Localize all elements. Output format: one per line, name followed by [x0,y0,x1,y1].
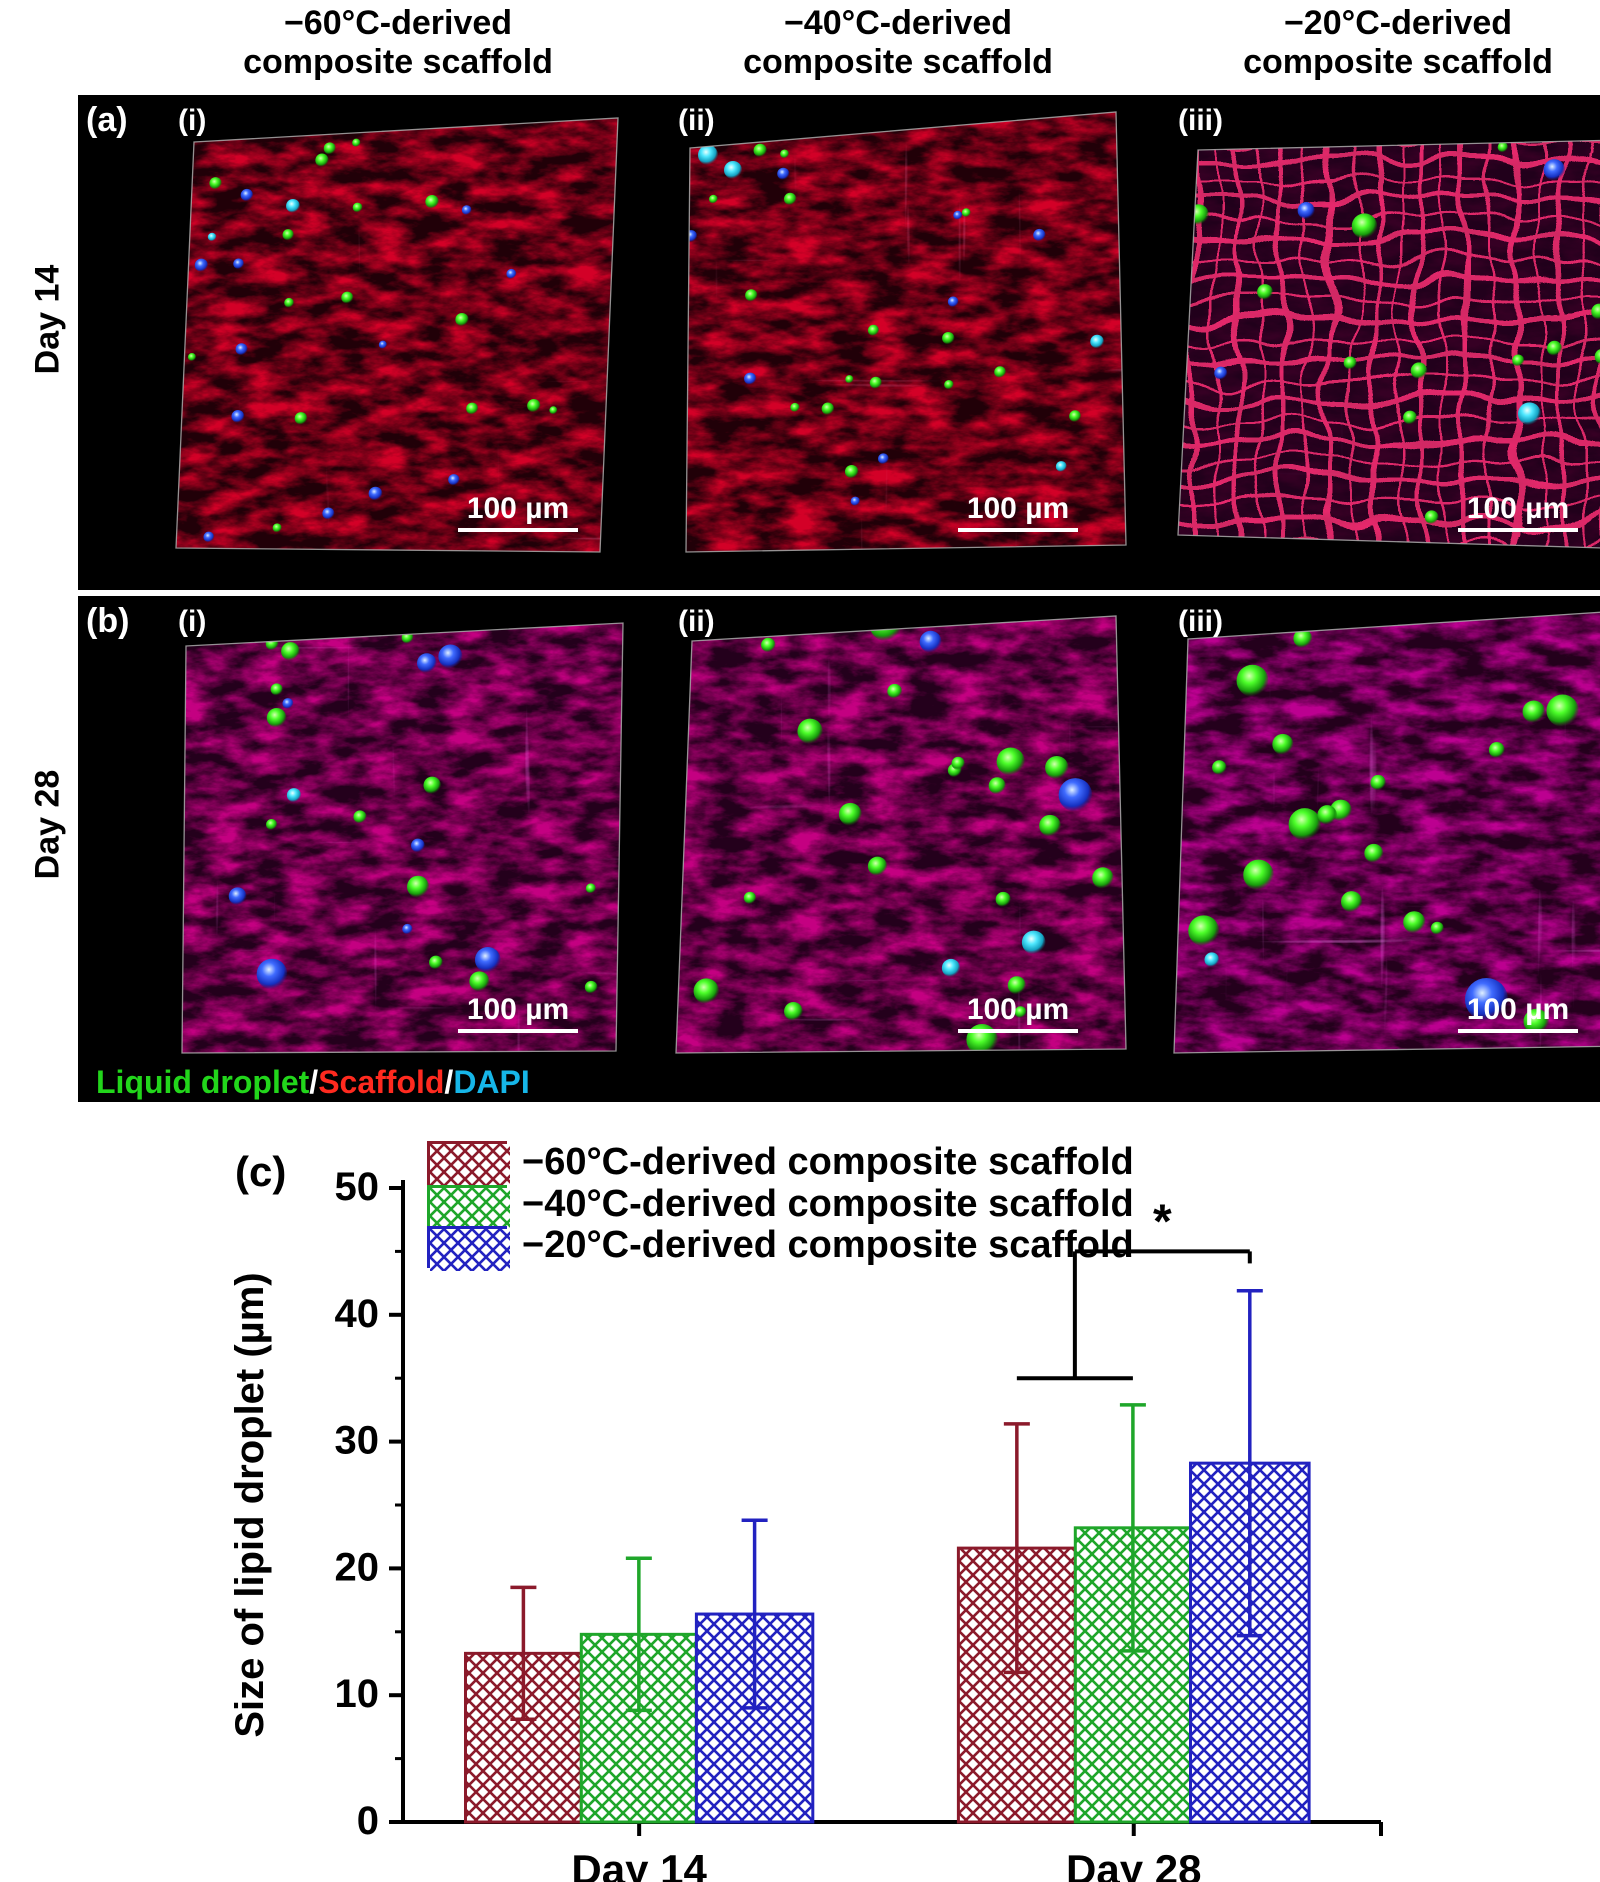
svg-text:10: 10 [335,1672,380,1716]
svg-text:20: 20 [335,1545,380,1589]
svg-text:40: 40 [335,1292,380,1336]
svg-text:30: 30 [335,1419,380,1463]
svg-text:Day 28: Day 28 [1066,1846,1201,1882]
svg-text:*: * [1153,1195,1172,1248]
svg-text:50: 50 [335,1165,380,1209]
svg-text:Day 14: Day 14 [571,1846,707,1882]
svg-text:0: 0 [357,1799,379,1843]
